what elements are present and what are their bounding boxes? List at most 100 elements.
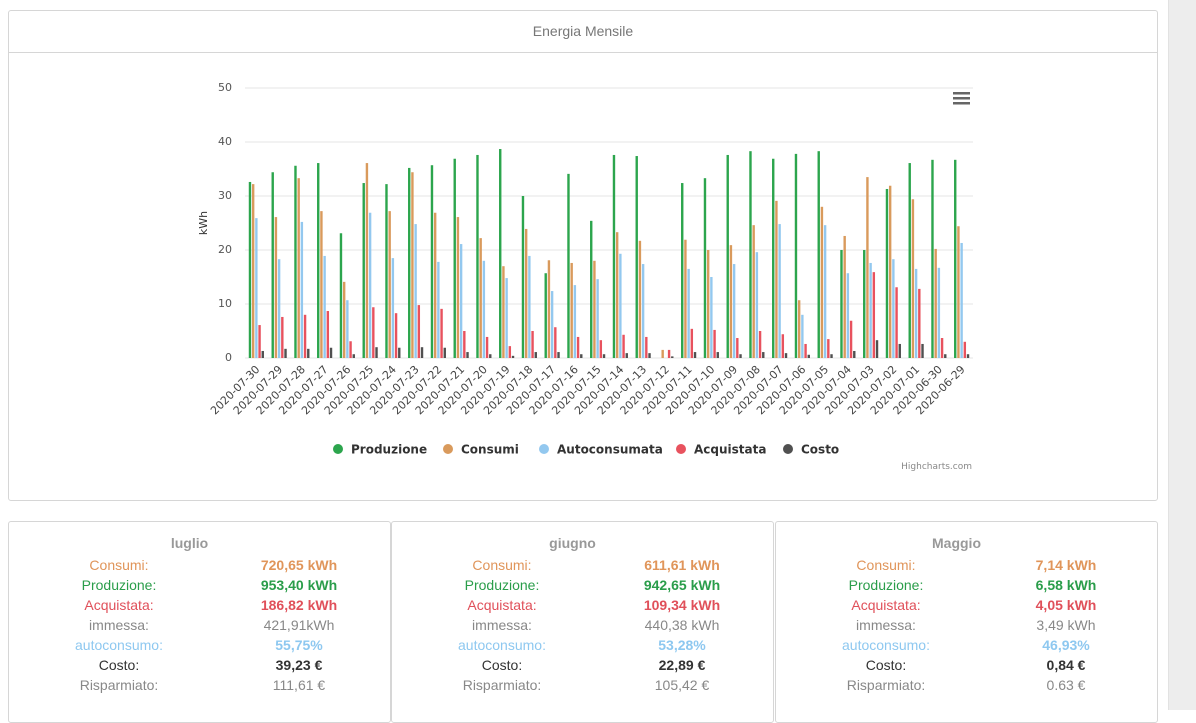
legend-label: Autoconsumata (557, 443, 663, 457)
y-tick-label: 20 (218, 243, 232, 256)
legend-item[interactable]: Consumi (443, 443, 519, 457)
legend-item[interactable]: Autoconsumata (539, 443, 663, 457)
bar (931, 159, 934, 358)
stat-row: Consumi: 611,61 kWh (392, 555, 773, 575)
bar (277, 259, 281, 358)
bar (255, 218, 258, 358)
card-title: giugno (549, 535, 596, 551)
y-tick-label: 50 (218, 81, 232, 94)
stat-value: 611,61 kWh (644, 557, 720, 573)
stat-row: Risparmiato: 111,61 € (9, 675, 390, 695)
bar (411, 172, 414, 358)
bar (671, 356, 674, 358)
bar (502, 266, 505, 358)
stat-label: autoconsumo: (842, 637, 930, 653)
bar (853, 350, 856, 358)
bar (576, 336, 580, 358)
bar (372, 307, 375, 358)
stat-label: immessa: (856, 617, 916, 633)
bar (300, 221, 304, 358)
bar (681, 183, 684, 358)
stat-value: 6,58 kWh (1035, 577, 1097, 593)
bar (505, 278, 508, 358)
bar (554, 327, 557, 358)
bar (772, 158, 775, 358)
bar (661, 349, 664, 358)
stat-value: 953,40 kWh (260, 577, 338, 593)
bar (888, 185, 892, 358)
stat-label: Consumi: (856, 557, 916, 573)
bar (284, 348, 287, 358)
bar (599, 340, 603, 358)
bar (840, 250, 843, 358)
bar (830, 354, 833, 358)
bar (261, 350, 264, 358)
stat-row: immessa: 3,49 kWh (776, 615, 1157, 635)
legend-item[interactable]: Produzione (333, 443, 427, 457)
stat-row: autoconsumo: 53,28% (392, 635, 773, 655)
bar (482, 260, 486, 358)
stat-row: Costo: 22,89 € (392, 655, 773, 675)
bar (736, 338, 739, 358)
stat-label: Costo: (98, 657, 140, 673)
stat-label: Produzione: (81, 577, 157, 593)
stat-row: Produzione: 942,65 kWh (392, 575, 773, 595)
bar (781, 334, 785, 358)
scrollbar[interactable] (1168, 0, 1196, 710)
stat-label: Consumi: (89, 557, 149, 573)
bar (489, 354, 492, 358)
bar (317, 163, 320, 358)
y-axis-title: kWh (197, 211, 210, 235)
bar (456, 217, 460, 358)
y-tick-label: 0 (225, 351, 232, 364)
bar (784, 353, 788, 358)
bar (937, 267, 941, 358)
stat-value: 22,89 € (658, 657, 706, 673)
bar (934, 248, 937, 358)
menu-line (953, 102, 970, 105)
bar (940, 338, 944, 358)
bar (638, 240, 642, 358)
bar (385, 184, 388, 358)
bar (619, 253, 622, 358)
bar (863, 250, 866, 358)
bar (817, 151, 820, 358)
legend-marker (333, 444, 343, 454)
card-title: luglio (170, 535, 209, 551)
bar (963, 341, 967, 358)
menu-line (953, 92, 970, 95)
bar (794, 153, 798, 358)
bar (687, 268, 690, 358)
bar (875, 340, 879, 358)
stat-row: autoconsumo: 55,75% (9, 635, 390, 655)
bar (544, 273, 547, 358)
bar (281, 316, 284, 358)
legend-item[interactable]: Costo (783, 443, 839, 457)
legend-item[interactable]: Acquistata (676, 443, 766, 457)
stat-row: Risparmiato: 0.63 € (776, 675, 1157, 695)
bar (944, 354, 947, 358)
credit[interactable]: Highcharts.com (901, 462, 972, 472)
bar (349, 341, 352, 358)
bar (908, 163, 911, 358)
bar (440, 308, 443, 358)
bar (911, 199, 915, 358)
bar (408, 167, 411, 358)
y-tick-label: 10 (218, 297, 232, 310)
menu-button[interactable] (953, 92, 970, 105)
stat-row: Acquistata: 186,82 kWh (9, 595, 390, 615)
bar (684, 239, 687, 358)
legend-marker (676, 444, 686, 454)
stat-value: 109,34 kWh (643, 597, 721, 613)
bar (388, 211, 391, 358)
bar (957, 226, 960, 358)
stat-value: 39,23 € (275, 657, 323, 673)
bar (635, 156, 638, 358)
bar (365, 163, 369, 358)
stat-row: Consumi: 720,65 kWh (9, 555, 390, 575)
y-tick-label: 40 (218, 135, 232, 148)
bar (895, 287, 898, 358)
bar (892, 259, 895, 358)
bar (775, 200, 778, 358)
